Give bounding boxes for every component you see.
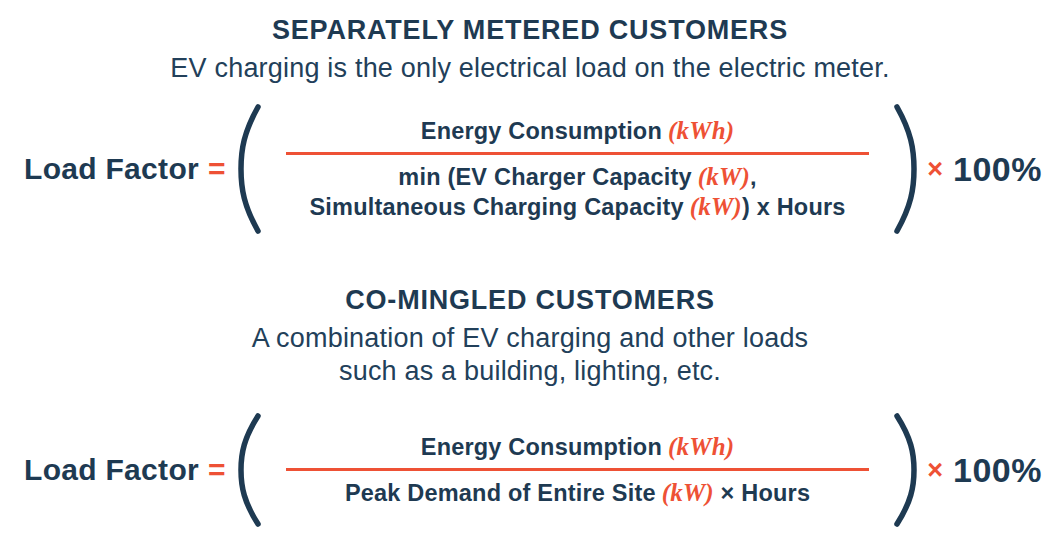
subtitle-line-2: such as a building, lighting, etc.	[339, 356, 721, 386]
denominator-line-2: Simultaneous Charging Capacity (kW)) x Ho…	[278, 192, 877, 222]
den1-text: Peak Demand of Entire Site	[345, 480, 656, 506]
subtitle-line-1: A combination of EV charging and other l…	[252, 323, 809, 353]
numerator: Energy Consumption(kWh)	[278, 116, 877, 146]
section-subtitle: EV charging is the only electrical load …	[0, 52, 1060, 85]
kw-unit: (kW)	[662, 479, 714, 506]
load-factor-formula-1: Load Factor = Energy Consumption(kWh) min…	[0, 102, 1060, 236]
fraction-1: Energy Consumption(kWh) min (EV Charger …	[264, 116, 891, 222]
kwh-unit: (kWh)	[668, 433, 734, 460]
close-paren-icon	[891, 102, 921, 236]
section-subtitle: A combination of EV charging and other l…	[0, 322, 1060, 388]
load-factor-text: Load Factor	[24, 453, 199, 486]
fraction-2: Energy Consumption(kWh) Peak Demand of E…	[264, 432, 891, 508]
fraction-line	[286, 468, 869, 471]
open-paren-icon	[234, 102, 264, 236]
equals-sign: =	[208, 152, 226, 185]
numerator-text: Energy Consumption	[421, 434, 662, 460]
den1-comma: ,	[750, 164, 757, 190]
numerator-text: Energy Consumption	[421, 118, 662, 144]
numerator: Energy Consumption(kWh)	[278, 432, 877, 462]
kw-unit: (kW)	[698, 163, 750, 190]
formula-label: Load Factor =	[24, 453, 226, 487]
equals-sign: =	[208, 453, 226, 486]
kwh-unit: (kWh)	[668, 117, 734, 144]
den1-hours: × Hours	[721, 480, 811, 506]
load-factor-text: Load Factor	[24, 152, 199, 185]
times-100-percent: × 100%	[921, 150, 1042, 189]
den2-hours: ) x Hours	[742, 194, 846, 220]
kw-unit: (kW)	[690, 193, 742, 220]
separately-metered-section: SEPARATELY METERED CUSTOMERS EV charging…	[0, 0, 1060, 236]
section-title: CO-MINGLED CUSTOMERS	[0, 285, 1060, 315]
denominator-line-1: Peak Demand of Entire Site(kW) × Hours	[278, 478, 877, 508]
percent-value: 100%	[953, 150, 1042, 189]
den2-text: Simultaneous Charging Capacity	[309, 194, 683, 220]
denominator-line-1: min (EV Charger Capacity (kW),	[278, 162, 877, 192]
co-mingled-section: CO-MINGLED CUSTOMERS A combination of EV…	[0, 285, 1060, 529]
load-factor-formula-2: Load Factor = Energy Consumption(kWh) Pea…	[0, 411, 1060, 529]
times-100-percent: × 100%	[921, 451, 1042, 490]
percent-value: 100%	[953, 451, 1042, 490]
section-title: SEPARATELY METERED CUSTOMERS	[0, 15, 1060, 45]
fraction-line	[286, 152, 869, 155]
multiply-icon: ×	[927, 455, 943, 486]
open-paren-icon	[234, 411, 264, 529]
den1-text: min (EV Charger Capacity	[398, 164, 691, 190]
formula-label: Load Factor =	[24, 152, 226, 186]
multiply-icon: ×	[927, 154, 943, 185]
close-paren-icon	[891, 411, 921, 529]
